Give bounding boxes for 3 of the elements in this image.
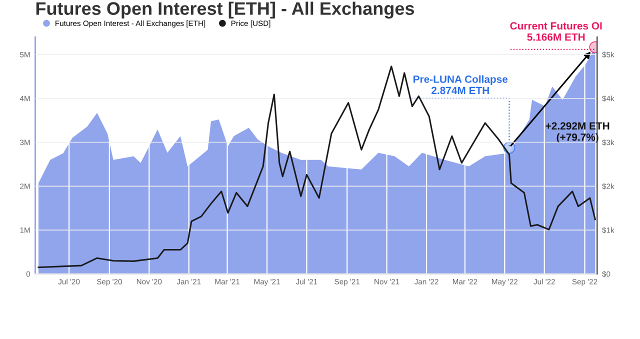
annotation: Current Futures OI 5.166M ETH [510,22,602,41]
annotation: Pre-LUNA Collapse 2.874M ETH [414,75,508,94]
chart-title: Futures Open Interest [ETH] - All Exchanges [36,2,414,19]
